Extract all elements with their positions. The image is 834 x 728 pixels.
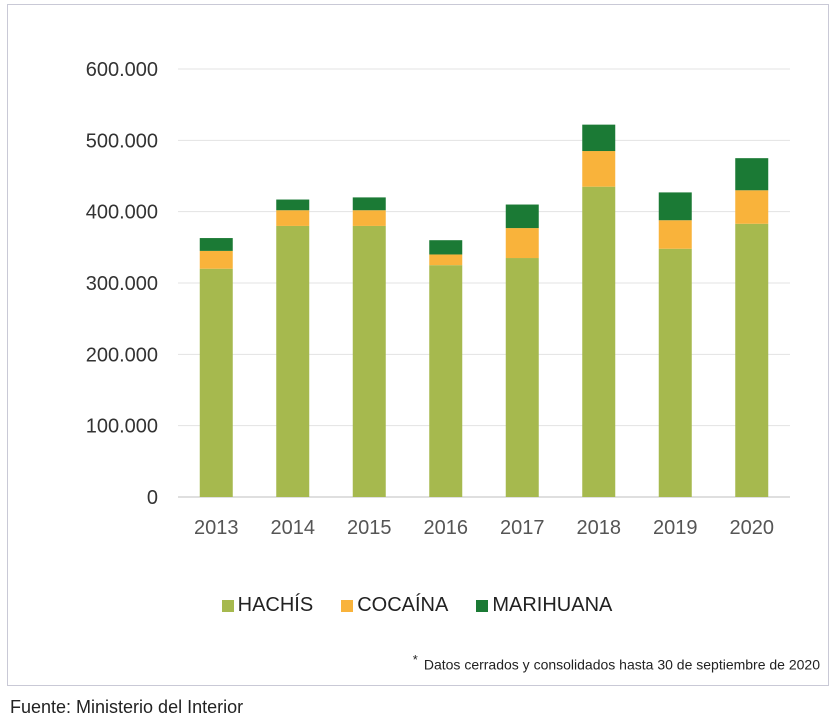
legend-swatch-hachis	[221, 599, 234, 612]
bar-segment	[735, 190, 769, 224]
legend: HACHÍS COCAÍNA MARIHUANA	[0, 594, 834, 617]
x-tick-label: 2013	[194, 517, 239, 539]
x-tick-label: 2020	[730, 517, 775, 539]
bar-segment	[276, 199, 310, 211]
legend-swatch-marihuana	[476, 599, 489, 612]
bar-segment	[505, 228, 539, 259]
bar-segment	[735, 223, 769, 497]
bar-segment	[276, 210, 310, 226]
x-tick-label: 2017	[500, 517, 545, 539]
x-tick-label: 2018	[577, 517, 622, 539]
x-tick-label: 2016	[424, 517, 469, 539]
y-tick-label: 200.000	[86, 344, 158, 366]
footnote-text: Datos cerrados y consolidados hasta 30 d…	[423, 656, 820, 673]
source-note: Fuente: Ministerio del Interior	[10, 697, 244, 717]
bar-segment	[199, 268, 233, 497]
bar-segment	[658, 192, 692, 221]
bar-segment	[199, 238, 233, 251]
bar-segment	[505, 258, 539, 497]
bar-segment	[505, 204, 539, 229]
bar-segment	[352, 197, 386, 211]
legend-label-hachis: HACHÍS	[237, 594, 314, 616]
bar-segment	[658, 248, 692, 497]
bar-segment	[582, 124, 616, 152]
bar-segment	[658, 220, 692, 249]
legend-item-cocaina: COCAÍNA	[341, 594, 448, 617]
y-tick-label: 300.000	[86, 273, 158, 295]
bar-segment	[582, 151, 616, 187]
legend-item-marihuana: MARIHUANA	[476, 594, 612, 617]
x-tick-label: 2015	[347, 517, 392, 539]
chart-frame	[7, 4, 829, 686]
x-tick-label: 2014	[271, 517, 316, 539]
bar-segment	[429, 254, 463, 266]
footnote: * Datos cerrados y consolidados hasta 30 …	[413, 652, 820, 673]
footnote-marker: *	[412, 652, 418, 667]
bar-segment	[352, 225, 386, 497]
stacked-bar-chart: 0 100.000 200.000 300.000 400.000 500.000 600.…	[86, 59, 790, 539]
bar-segment	[199, 250, 233, 269]
y-tick-label: 600.000	[86, 59, 158, 81]
y-tick-label: 0	[147, 487, 158, 509]
bar-segment	[429, 240, 463, 255]
bar-segment	[352, 210, 386, 226]
legend-item-hachis: HACHÍS	[221, 594, 314, 617]
legend-label-marihuana: MARIHUANA	[492, 594, 613, 616]
bar-segment	[582, 186, 616, 497]
legend-label-cocaina: COCAÍNA	[357, 594, 449, 616]
y-tick-label: 500.000	[86, 130, 158, 152]
x-tick-label: 2019	[653, 517, 698, 539]
bar-segment	[276, 225, 310, 497]
y-tick-label: 100.000	[86, 416, 158, 438]
bar-segment	[735, 158, 769, 191]
legend-swatch-cocaina	[341, 599, 354, 612]
y-tick-label: 400.000	[86, 202, 158, 224]
bar-segment	[429, 265, 463, 497]
